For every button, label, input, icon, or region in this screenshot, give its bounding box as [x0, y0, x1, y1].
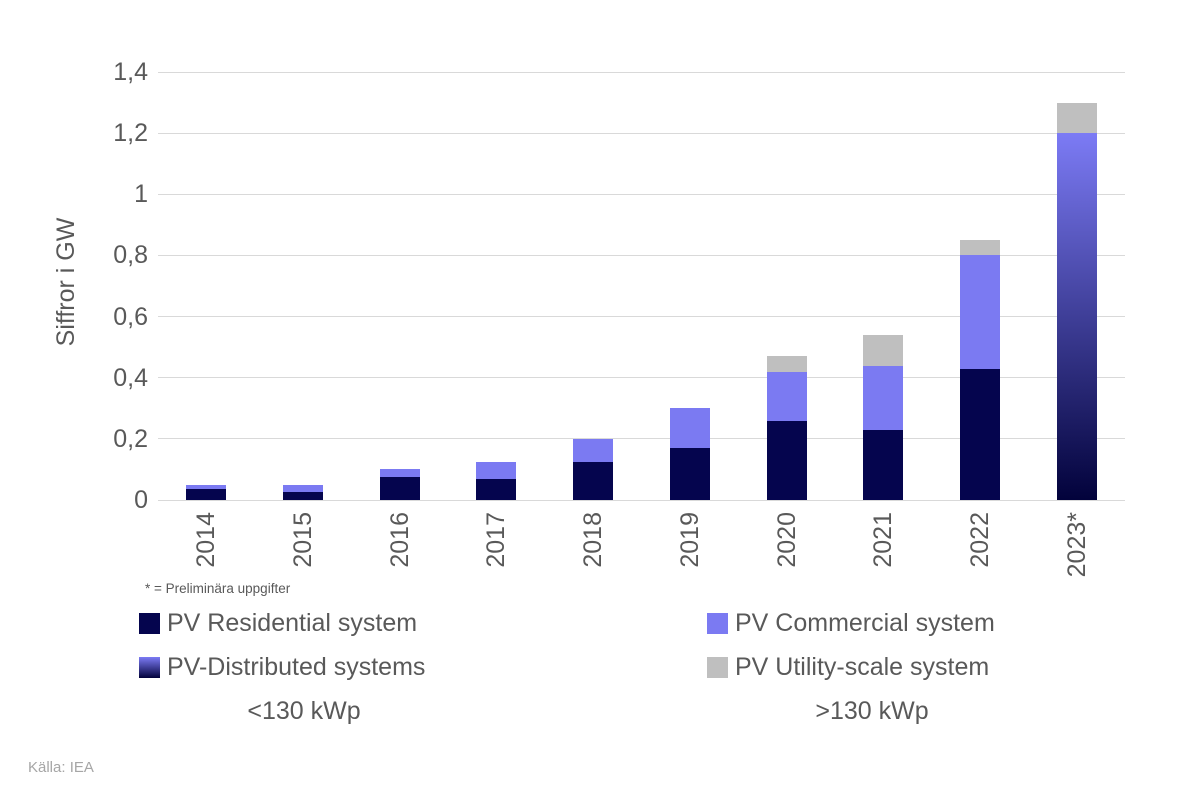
x-axis-category-label: 2020 — [772, 512, 801, 568]
commercial-swatch-icon — [707, 612, 728, 634]
bar-segment-pv-residential-system — [863, 429, 904, 500]
x-axis-category-label: 2017 — [482, 512, 511, 568]
bar-segment-pv-residential-system — [379, 477, 420, 500]
bar-segment-pv-commercial-system — [283, 484, 324, 493]
y-axis-tick-label: 0,4 — [113, 363, 148, 392]
bar-segment-pv-commercial-system — [573, 438, 614, 462]
y-axis-tick-label: 0,6 — [113, 302, 148, 331]
gridline — [158, 193, 1125, 195]
x-axis-category-label: 2023* — [1062, 512, 1091, 578]
y-axis-tick-label: 0,8 — [113, 241, 148, 270]
bar-segment-pv-commercial-system — [379, 469, 420, 478]
legend-column-left: PV Residential system PV-Distributed sys… — [139, 608, 469, 726]
gridline — [158, 316, 1125, 318]
distributed-swatch-icon — [139, 656, 160, 678]
x-axis-category-label: 2014 — [192, 512, 221, 568]
bar-segment-pv-residential-system — [669, 448, 710, 500]
bar-segment-pv-residential-system — [476, 478, 517, 500]
bar-segment-pv-residential-system — [766, 420, 807, 500]
size-label-over-130kwp: >130 kWp — [815, 697, 929, 725]
x-axis-category-label: 2021 — [869, 512, 898, 568]
legend-label-distributed: PV-Distributed systems — [167, 652, 426, 681]
bar-segment-pv-residential-system — [186, 489, 227, 500]
gridline — [158, 438, 1125, 440]
y-axis-tick-label: 1,4 — [113, 58, 148, 86]
y-axis-tick-label: 1,2 — [113, 119, 148, 148]
bar-segment-pv-utility-scale-system — [863, 334, 904, 366]
legend-item-distributed: PV-Distributed systems — [139, 652, 469, 682]
plot-area: 0 0,2 0,4 0,6 0,8 1 1,2 1,4 2014 2015 2016 2017 2018… — [113, 58, 1125, 577]
legend-label-commercial: PV Commercial system — [735, 608, 995, 637]
legend-column-right: PV Commercial system PV Utility-scale sy… — [707, 608, 1037, 726]
bar-segment-pv-utility-scale-system — [959, 240, 1000, 256]
bar-segment-pv-commercial-system — [863, 365, 904, 430]
y-axis-tick-label: 1 — [134, 180, 148, 209]
bar-segment-pv-utility-scale-system — [766, 356, 807, 372]
legend-label-residential: PV Residential system — [167, 608, 418, 637]
y-axis-tick-label: 0,2 — [113, 424, 148, 453]
x-axis-category-label: 2016 — [385, 512, 414, 568]
bar-segment-pv-commercial-system — [959, 255, 1000, 369]
gridline — [158, 254, 1125, 256]
size-label-under-130kwp: <130 kWp — [247, 697, 361, 725]
source-attribution: Källa: IEA — [28, 759, 94, 776]
utility-swatch-icon — [707, 656, 728, 678]
x-axis-category-label: 2019 — [675, 512, 704, 568]
bar-segment-pv-residential-system — [573, 461, 614, 500]
bar-segment-pv-distributed-systems — [1056, 133, 1097, 500]
bar-segment-pv-commercial-system — [669, 408, 710, 449]
legend-label-utility: PV Utility-scale system — [735, 652, 990, 681]
bar-segment-pv-commercial-system — [766, 371, 807, 421]
legend-item-commercial: PV Commercial system — [707, 608, 1037, 638]
residential-swatch-icon — [139, 612, 160, 634]
bar-segment-pv-utility-scale-system — [1056, 102, 1097, 134]
footnote-preliminary-data: * = Preliminära uppgifter — [145, 581, 291, 596]
legend-item-utility: PV Utility-scale system — [707, 652, 1037, 682]
x-axis-category-label: 2018 — [579, 512, 608, 568]
bar-segment-pv-residential-system — [959, 368, 1000, 500]
gridline — [158, 499, 1125, 501]
gridline — [158, 71, 1125, 73]
gridline — [158, 132, 1125, 134]
bar-segment-pv-commercial-system — [186, 484, 227, 490]
y-axis-tick-label: 0 — [134, 486, 148, 514]
x-axis-category-label: 2015 — [289, 512, 318, 568]
gridline — [158, 377, 1125, 379]
bar-segment-pv-residential-system — [283, 492, 324, 500]
bar-segment-pv-commercial-system — [476, 461, 517, 479]
x-axis-category-label: 2022 — [965, 512, 994, 568]
legend-item-residential: PV Residential system — [139, 608, 469, 638]
